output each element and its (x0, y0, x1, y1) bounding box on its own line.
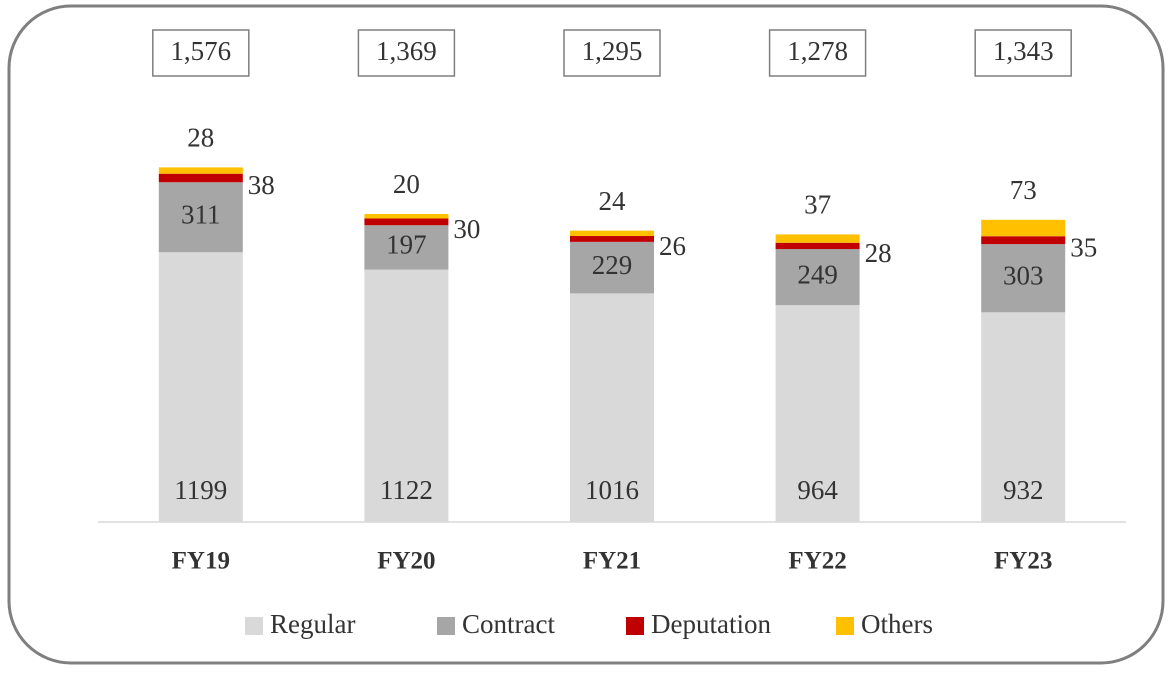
total-label: 1,576 (170, 36, 231, 66)
total-box (563, 29, 661, 77)
data-label: 28 (865, 238, 892, 268)
x-tick-label: FY23 (994, 548, 1052, 575)
bar-segment (158, 167, 243, 174)
bar-segment (981, 244, 1066, 313)
bar-segment (775, 242, 860, 250)
data-label: 311 (181, 199, 221, 229)
x-tick-label: FY22 (788, 548, 846, 575)
legend-swatch (245, 617, 263, 635)
bar-segment (570, 293, 654, 522)
data-label: 28 (187, 123, 214, 153)
data-label: 38 (248, 170, 275, 200)
bar-segment (775, 249, 860, 306)
data-label: 303 (1003, 260, 1044, 290)
bar-segment (158, 182, 243, 253)
total-box (974, 29, 1072, 77)
bar-segment (158, 252, 243, 522)
legend-label: Others (861, 609, 933, 639)
bar-segment (775, 305, 860, 522)
total-label: 1,369 (376, 36, 437, 66)
bar-segment (570, 230, 654, 237)
bar-segment (364, 218, 449, 226)
data-label: 197 (386, 230, 427, 260)
bar-segment (364, 213, 449, 219)
bar-segment (981, 219, 1066, 237)
data-label: 20 (393, 169, 420, 199)
total-label: 1,278 (787, 36, 848, 66)
x-tick-label: FY21 (583, 548, 641, 575)
data-label: 1199 (174, 475, 227, 505)
bar-segment (570, 236, 654, 242)
data-label: 229 (592, 250, 633, 280)
bar-segment (158, 173, 243, 183)
legend-label: Contract (462, 609, 555, 639)
bar-segment (364, 269, 449, 522)
data-label: 30 (453, 214, 480, 244)
data-label: 37 (804, 190, 831, 220)
bar-segment (981, 312, 1066, 522)
total-label: 1,343 (993, 36, 1054, 66)
total-box (768, 29, 867, 77)
legend-label: Regular (270, 609, 355, 639)
x-tick-label: FY20 (377, 548, 435, 575)
legend-swatch (626, 617, 644, 635)
total-box (152, 29, 250, 77)
total-label: 1,295 (582, 36, 643, 66)
bar-segment (981, 236, 1066, 245)
total-box (357, 29, 456, 77)
legend-label: Deputation (651, 609, 771, 639)
data-label: 24 (599, 186, 627, 216)
data-label: 73 (1010, 175, 1037, 205)
bar-segment (364, 225, 449, 270)
legend-swatch (437, 617, 455, 635)
frame (7, 4, 1165, 665)
data-label: 249 (797, 259, 838, 289)
data-label: 1122 (380, 475, 433, 505)
bar-segment (775, 234, 860, 243)
legend-swatch (836, 617, 854, 635)
data-label: 964 (797, 475, 838, 505)
data-label: 932 (1003, 475, 1044, 505)
data-label: 35 (1070, 232, 1097, 262)
bar-segment (570, 241, 654, 294)
data-label: 1016 (585, 475, 639, 505)
x-tick-label: FY19 (172, 548, 230, 575)
data-label: 26 (659, 231, 686, 261)
